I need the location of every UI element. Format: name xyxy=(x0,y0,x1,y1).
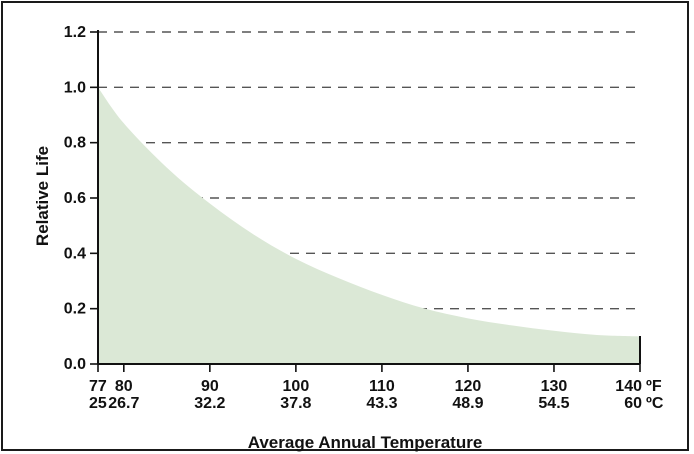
x-tick-label-c-6: 54.5 xyxy=(538,395,569,412)
unit-celsius: ºC xyxy=(646,395,664,412)
unit-fahrenheit: ºF xyxy=(646,378,662,395)
y-tick-label-0: 0.0 xyxy=(64,356,86,373)
relative-life-area xyxy=(98,87,640,364)
x-tick-label-c-7: 60 xyxy=(624,395,642,412)
x-axis-title: Average Annual Temperature xyxy=(248,433,483,452)
y-tick-label-5: 1.0 xyxy=(64,79,86,96)
y-tick-label-6: 1.2 xyxy=(64,24,86,41)
x-tick-label-c-5: 48.9 xyxy=(452,395,483,412)
axes xyxy=(90,30,641,372)
x-tick-label-f-6: 130 xyxy=(541,378,568,395)
x-tick-label-f-1: 80 xyxy=(115,378,133,395)
x-tick-label-c-2: 32.2 xyxy=(194,395,225,412)
x-tick-label-c-4: 43.3 xyxy=(366,395,397,412)
x-tick-label-c-3: 37.8 xyxy=(280,395,311,412)
y-tick-label-4: 0.8 xyxy=(64,135,86,152)
gridlines xyxy=(98,31,640,310)
y-axis-title: Relative Life xyxy=(33,146,52,246)
x-tick-label-c-1: 26.7 xyxy=(108,395,139,412)
x-tick-label-f-2: 90 xyxy=(201,378,219,395)
y-tick-label-2: 0.4 xyxy=(64,245,86,262)
x-tick-label-f-0: 77 xyxy=(89,378,107,395)
x-tick-label-f-7: 140 xyxy=(615,378,642,395)
x-tick-label-f-3: 100 xyxy=(283,378,310,395)
y-tick-label-3: 0.6 xyxy=(64,190,86,207)
x-tick-label-f-5: 120 xyxy=(455,378,482,395)
x-tick-label-c-0: 25 xyxy=(89,395,107,412)
y-tick-label-1: 0.2 xyxy=(64,301,86,318)
x-tick-label-f-4: 110 xyxy=(369,378,395,395)
